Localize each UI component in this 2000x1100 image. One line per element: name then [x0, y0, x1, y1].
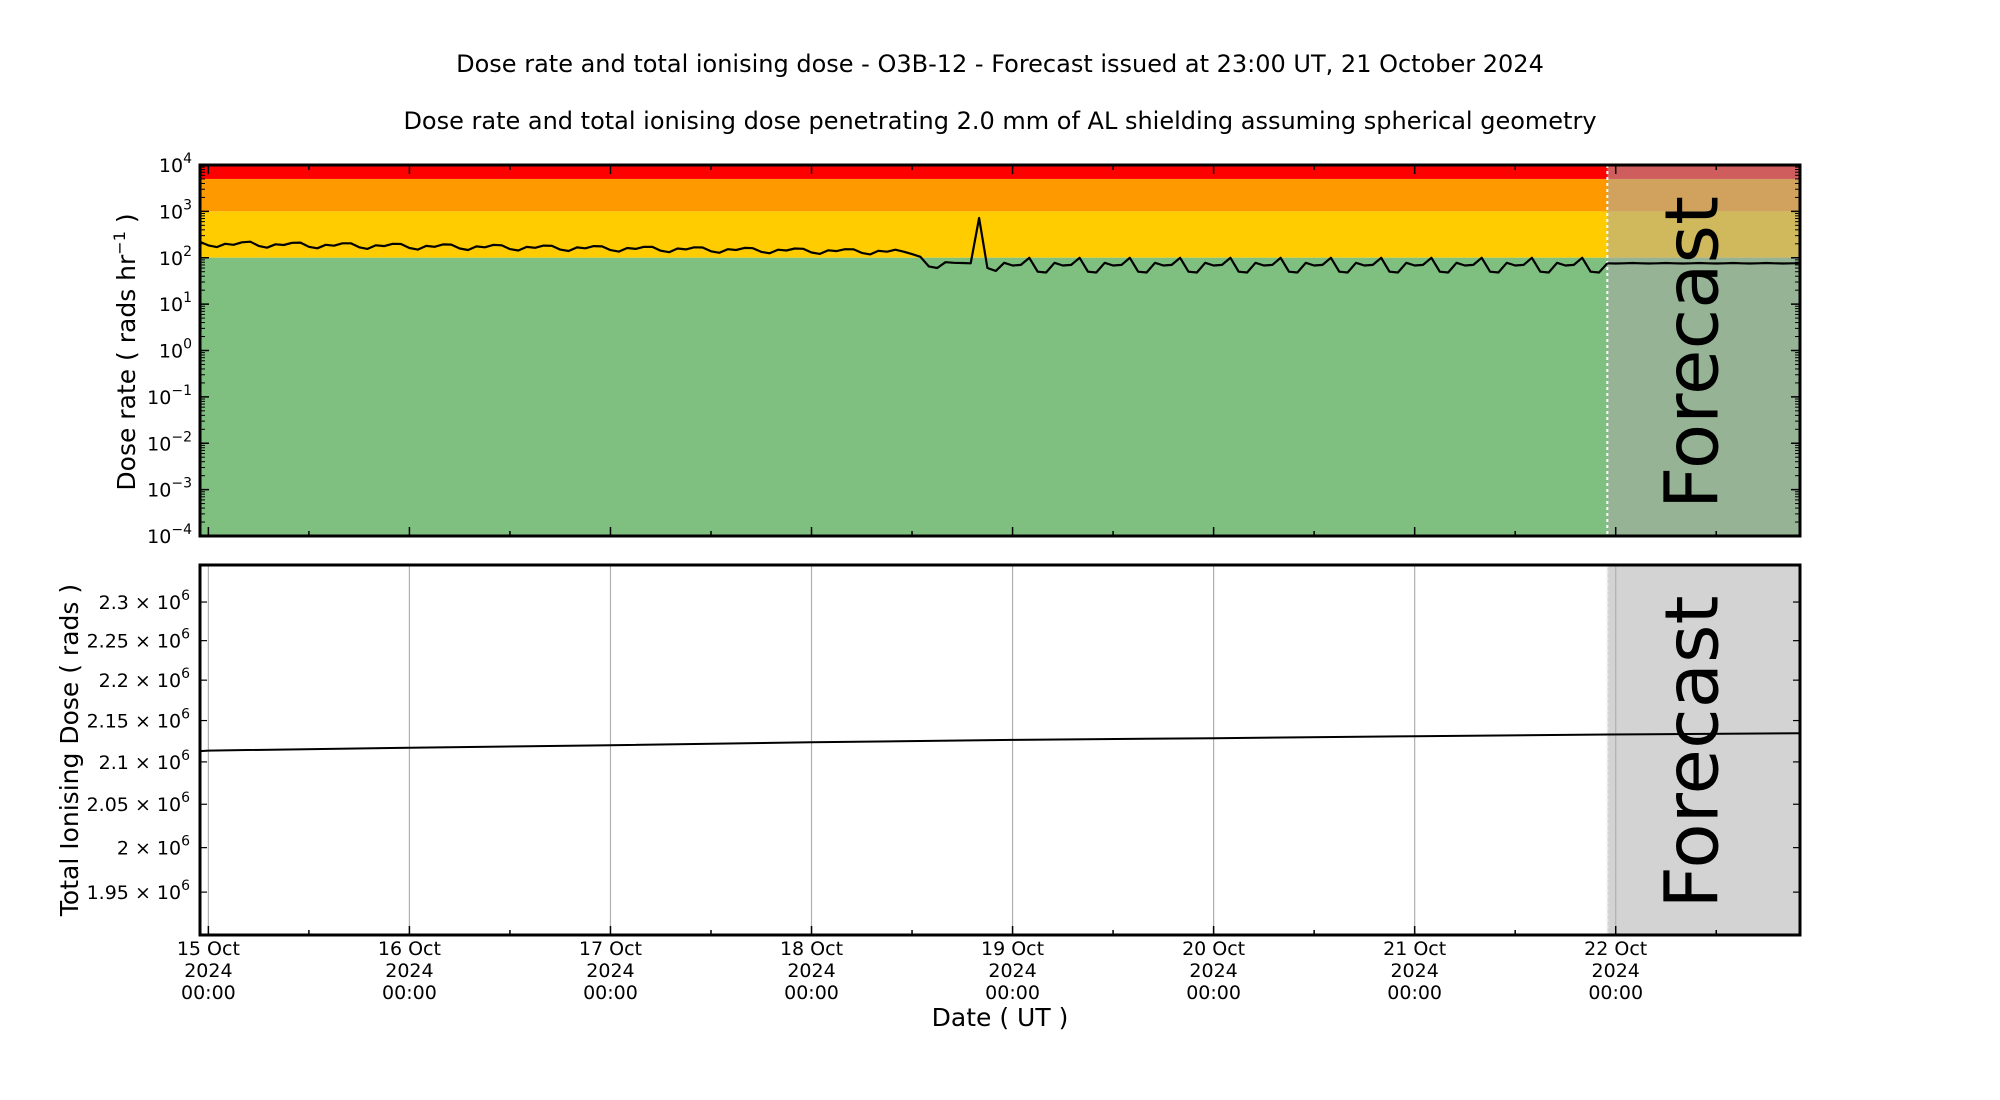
x-tick-label-day: 22 Oct [1584, 938, 1647, 960]
forecast-watermark: Forecast [1649, 196, 1735, 509]
x-tick-label-time: 00:00 [382, 982, 437, 1004]
y-tick-label: 10−1 [147, 383, 192, 409]
x-tick-label-time: 00:00 [784, 982, 839, 1004]
y-tick-label: 103 [159, 197, 192, 223]
y-tick-label: 2.2 × 106 [99, 666, 190, 692]
x-tick-label-day: 18 Oct [780, 938, 843, 960]
x-tick-label-year: 2024 [1592, 960, 1640, 982]
y-tick-label: 2.15 × 106 [87, 707, 190, 733]
y-tick-label: 1.95 × 106 [87, 878, 190, 904]
dose-rate-line-observed [199, 216, 1609, 274]
forecast-overlay [1607, 165, 1800, 536]
x-axis-label: Date ( UT ) [932, 1003, 1069, 1032]
upper-axes-frame [198, 163, 1802, 538]
x-tick-label-year: 2024 [1189, 960, 1237, 982]
chart-title: Dose rate and total ionising dose - O3B-… [456, 50, 1544, 78]
x-tick-label-year: 2024 [586, 960, 634, 982]
dose-rate-line-forecast [1607, 261, 1800, 265]
lower-plot-area [200, 565, 1800, 935]
threshold-band-1 [200, 178, 1800, 212]
x-tick-label-year: 2024 [988, 960, 1036, 982]
x-tick-label-day: 16 Oct [378, 938, 441, 960]
y-tick-label: 10−3 [147, 476, 192, 502]
x-tick-label-time: 00:00 [583, 982, 638, 1004]
lower-axes-frame [198, 563, 1802, 937]
x-tick-label-year: 2024 [787, 960, 835, 982]
forecast-overlay [1607, 565, 1800, 935]
y-tick-label: 10−2 [147, 429, 192, 455]
total-dose-line [199, 732, 1801, 753]
x-tick-label-time: 00:00 [1387, 982, 1442, 1004]
threshold-band-3 [200, 257, 1800, 536]
y-tick-label: 100 [159, 337, 192, 363]
x-tick-label-year: 2024 [1390, 960, 1438, 982]
x-tick-label-time: 00:00 [1186, 982, 1241, 1004]
x-tick-label-day: 17 Oct [579, 938, 642, 960]
y-tick-label: 10−4 [147, 522, 192, 548]
x-tick-label-time: 00:00 [985, 982, 1040, 1004]
y-tick-label: 2.05 × 106 [87, 790, 190, 816]
x-tick-label-day: 19 Oct [981, 938, 1044, 960]
lower-y-axis-label: Total Ionising Dose ( rads ) [55, 584, 84, 917]
x-tick-label-year: 2024 [385, 960, 433, 982]
x-tick-label-day: 15 Oct [177, 938, 240, 960]
x-tick-label-time: 00:00 [181, 982, 236, 1004]
threshold-band-2 [200, 211, 1800, 258]
y-tick-label: 104 [159, 151, 192, 177]
y-tick-label: 102 [159, 244, 192, 270]
x-tick-label-year: 2024 [184, 960, 232, 982]
x-tick-label-day: 21 Oct [1383, 938, 1446, 960]
chart-subtitle: Dose rate and total ionising dose penetr… [403, 107, 1596, 135]
y-tick-label: 2.25 × 106 [87, 627, 190, 653]
y-tick-label: 2 × 106 [117, 834, 190, 860]
y-tick-label: 2.3 × 106 [99, 588, 190, 614]
threshold-band-0 [200, 165, 1800, 179]
x-tick-label-day: 20 Oct [1182, 938, 1245, 960]
x-tick-label-time: 00:00 [1588, 982, 1643, 1004]
upper-y-axis-label: Dose rate ( rads hr−1 ) [110, 213, 141, 490]
y-tick-label: 101 [159, 290, 192, 316]
forecast-watermark: Forecast [1649, 595, 1735, 908]
dose-rate-panel: Forecast 104 103 102 101 100 10−1 10−2 10−3 10−4 [147, 151, 1802, 548]
y-tick-label: 2.1 × 106 [99, 748, 190, 774]
